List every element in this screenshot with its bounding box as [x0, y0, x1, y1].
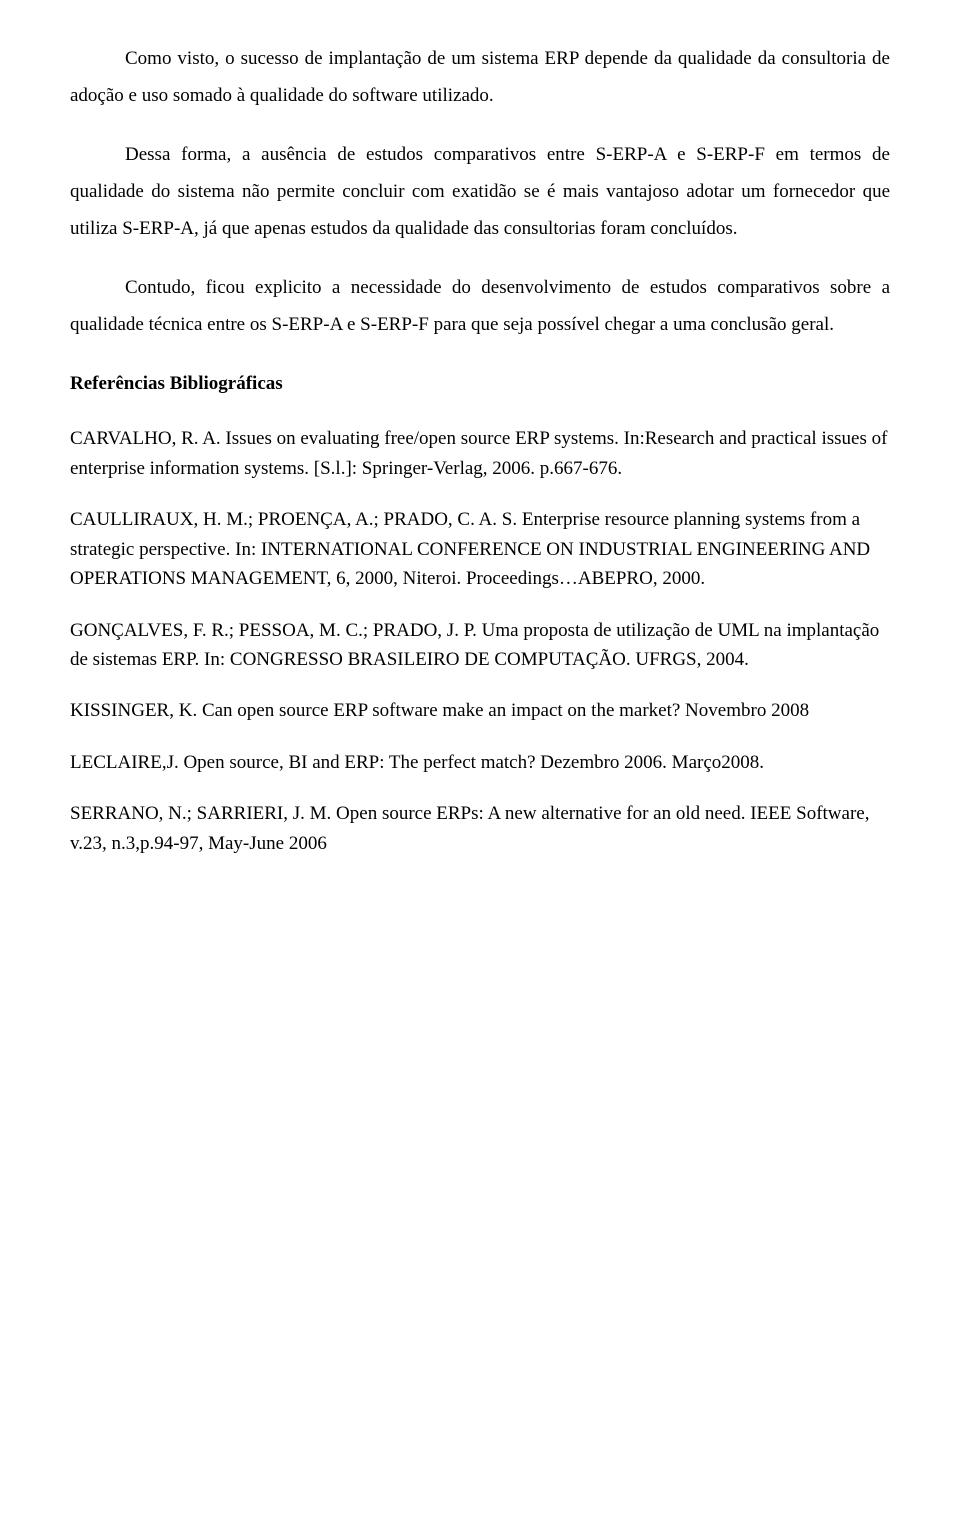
body-paragraph-3: Contudo, ficou explicito a necessidade d…: [70, 269, 890, 343]
body-paragraph-1: Como visto, o sucesso de implantação de …: [70, 40, 890, 114]
references-heading: Referências Bibliográficas: [70, 365, 890, 402]
reference-entry-3: GONÇALVES, F. R.; PESSOA, M. C.; PRADO, …: [70, 616, 890, 675]
body-paragraph-2: Dessa forma, a ausência de estudos compa…: [70, 136, 890, 247]
reference-entry-4: KISSINGER, K. Can open source ERP softwa…: [70, 696, 890, 725]
reference-entry-1: CARVALHO, R. A. Issues on evaluating fre…: [70, 424, 890, 483]
reference-entry-6: SERRANO, N.; SARRIERI, J. M. Open source…: [70, 799, 890, 858]
reference-entry-5: LECLAIRE,J. Open source, BI and ERP: The…: [70, 748, 890, 777]
reference-entry-2: CAULLIRAUX, H. M.; PROENÇA, A.; PRADO, C…: [70, 505, 890, 593]
